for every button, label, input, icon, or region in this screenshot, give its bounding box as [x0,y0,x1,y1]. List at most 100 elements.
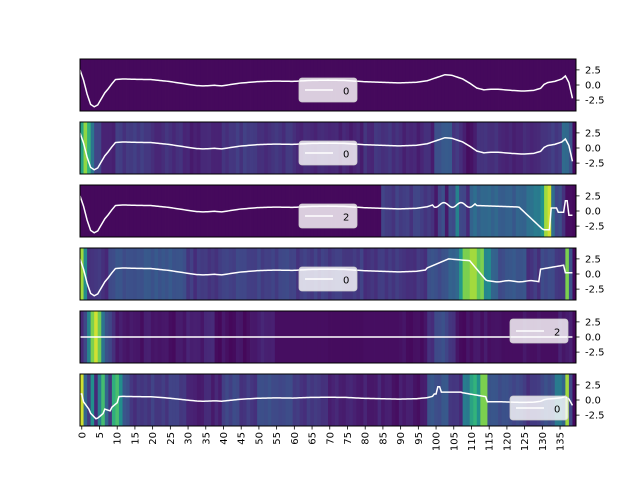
heat-cell [281,59,286,111]
heat-cell [462,59,467,111]
heat-cell [331,374,336,426]
panels: 2.5 0.0 -2.5 0 2.5 0.0 -2.5 0 2.5 0.0 -2.5 2 2.5 0.0 -… [79,58,605,427]
heat-cell [246,374,251,426]
y-tick-label: 2.5 [585,317,601,328]
heat-cell [370,248,375,300]
x-tick-label: 105 [449,432,460,451]
y-tick-label: 0.0 [585,81,601,92]
heat-cell [483,248,488,300]
heat-cell [508,248,513,300]
heat-cell [459,185,464,237]
heat-cell [423,374,428,426]
heat-cell [413,248,417,300]
heat-cell [384,374,389,426]
heat-cell [129,185,134,237]
heat-cell [285,185,290,237]
heat-cell [179,248,184,300]
heat-cell [94,374,99,426]
heat-cell [257,185,262,237]
heat-cell [328,374,332,426]
x-tick-label: 120 [502,432,513,451]
heat-cell [427,374,432,426]
legend-1: 0 [298,77,358,103]
heat-cell [182,59,187,111]
heat-cell [476,122,481,174]
heat-cell [498,59,502,111]
heat-cell [253,374,258,426]
heat-cell [515,59,520,111]
heat-cell [483,374,488,426]
heat-cell [274,122,279,174]
heat-cell [200,59,205,111]
heat-cell [147,122,152,174]
heat-cell [448,248,453,300]
heat-cell [391,122,396,174]
heat-cell [529,185,534,237]
heat-cell [554,59,559,111]
heat-cell [519,59,524,111]
heat-cell [257,59,262,111]
heat-cell [395,185,400,237]
heat-cell [473,185,478,237]
heat-cell [462,122,467,174]
panel-3: 2.5 0.0 -2.5 2 [79,184,605,238]
panel-5: 2.5 0.0 -2.5 2 [79,310,605,364]
heat-cell [561,122,566,174]
x-tick-label: 110 [467,432,478,451]
heat-cell [310,374,315,426]
heat-cell [420,374,425,426]
heat-cell [405,374,410,426]
heat-cell [473,59,478,111]
heat-cell [522,122,527,174]
heat-cell [143,122,148,174]
heat-cell [200,248,205,300]
x-tick-label: 100 [432,432,443,451]
heat-cell [455,185,460,237]
heat-cell [413,374,417,426]
x-tick-label: 50 [254,432,265,445]
heat-cell [501,122,506,174]
x-tick-label: 55 [272,432,283,445]
heat-cell [129,122,134,174]
heat-cell [391,59,396,111]
heat-cell [540,185,545,237]
heat-cell [157,185,162,237]
x-tick-label: 90 [396,432,407,445]
heat-cell [487,248,492,300]
heat-cell [413,122,417,174]
heat-cell [366,374,371,426]
heat-cell [97,122,102,174]
heat-cell [462,248,467,300]
heat-cell [377,59,382,111]
heat-cell [292,122,297,174]
heat-cell [253,185,258,237]
heat-cell [501,374,506,426]
heat-cell [402,59,407,111]
heat-cell [253,59,258,111]
heat-cell [140,59,145,111]
legend-2: 0 [298,140,358,166]
heat-cell [136,185,141,237]
heat-cell [90,122,95,174]
heat-cell [483,122,488,174]
heat-cell [111,374,116,426]
heat-cell [526,248,531,300]
heat-cell [409,374,414,426]
heat-cell [490,59,495,111]
heat-cell [537,59,541,111]
heat-cell [342,374,347,426]
heat-cell [126,374,130,426]
heat-cell [175,374,180,426]
heat-cell [221,374,226,426]
heat-cell [292,59,297,111]
x-tick-label: 70 [325,432,336,445]
heat-cell [466,59,471,111]
heat-cell [395,122,400,174]
heat-cell [505,248,510,300]
heat-cell [420,248,425,300]
heat-cell [111,248,116,300]
heat-cell [568,185,573,237]
heat-cell [246,122,251,174]
y-tick-label: 2.5 [585,65,601,76]
heat-cell [161,122,166,174]
